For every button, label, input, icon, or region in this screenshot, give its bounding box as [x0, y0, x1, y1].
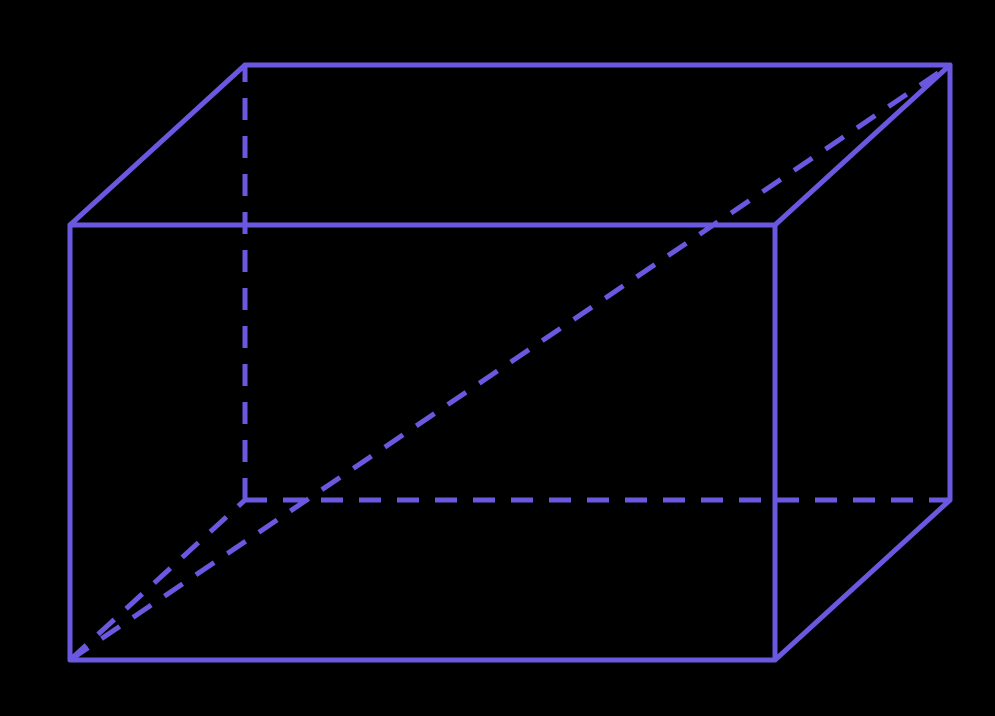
cuboid-diagram [0, 0, 995, 716]
